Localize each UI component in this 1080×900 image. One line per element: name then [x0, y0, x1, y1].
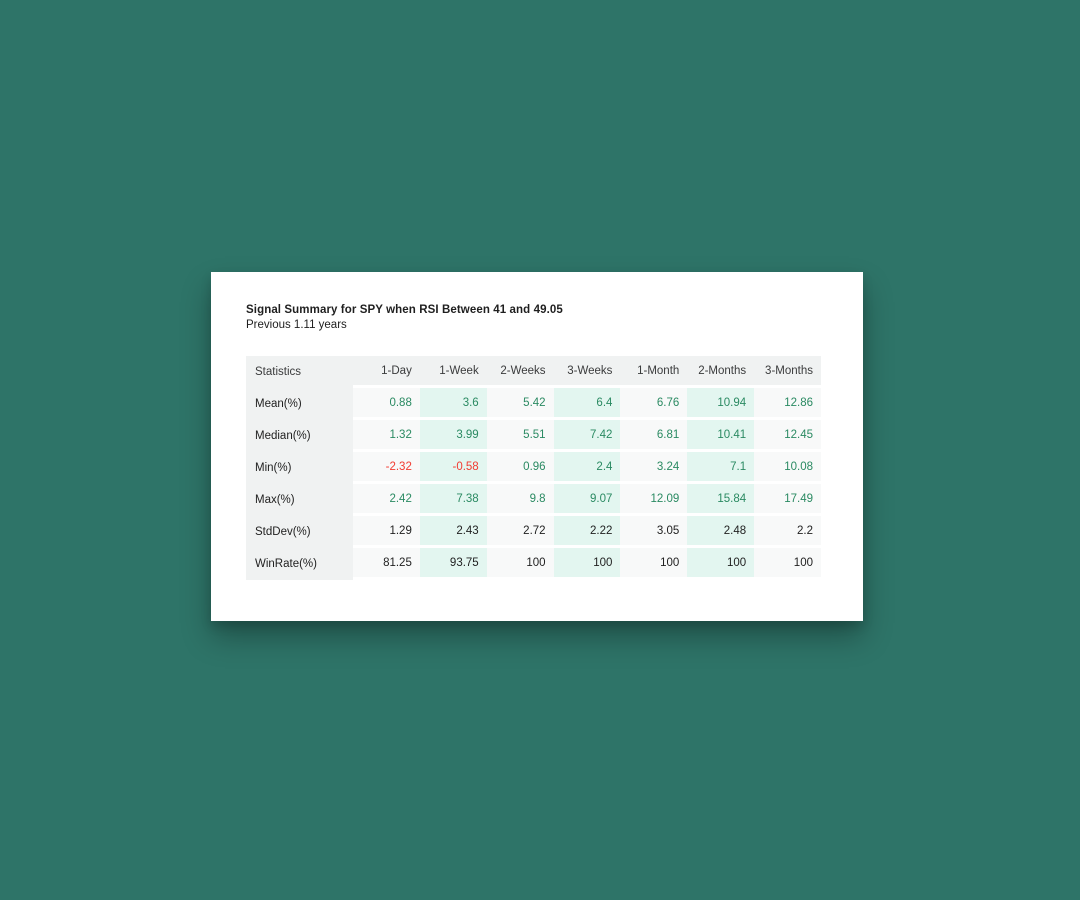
value-cell: -0.58	[419, 452, 487, 484]
row-label: WinRate(%)	[246, 548, 353, 580]
header-cell: 2-Weeks	[486, 356, 554, 388]
value-cell: 6.81	[620, 420, 688, 452]
value-cell: 10.08	[754, 452, 821, 484]
header-cell: 3-Weeks	[553, 356, 621, 388]
header-cell: 1-Month	[620, 356, 688, 388]
signal-summary-card: Signal Summary for SPY when RSI Between …	[211, 272, 863, 621]
value-cell: 6.76	[620, 388, 688, 420]
value-cell: 2.42	[353, 484, 420, 516]
value-cell: 2.48	[687, 516, 755, 548]
value-cell: 93.75	[419, 548, 487, 580]
value-cell: 3.05	[620, 516, 688, 548]
value-cell: 12.86	[754, 388, 821, 420]
header-cell-statistics: Statistics	[246, 356, 353, 388]
row-label: StdDev(%)	[246, 516, 353, 548]
value-cell: 7.42	[553, 420, 621, 452]
value-cell: 3.6	[419, 388, 487, 420]
row-label: Median(%)	[246, 420, 353, 452]
value-cell: 7.1	[687, 452, 755, 484]
value-cell: 12.45	[754, 420, 821, 452]
header-cell: 1-Week	[419, 356, 487, 388]
value-cell: 3.99	[419, 420, 487, 452]
value-cell: 7.38	[419, 484, 487, 516]
value-cell: 5.51	[486, 420, 554, 452]
value-cell: 2.4	[553, 452, 621, 484]
value-cell: 2.72	[486, 516, 554, 548]
value-cell: 12.09	[620, 484, 688, 516]
value-cell: 15.84	[687, 484, 755, 516]
card-subtitle: Previous 1.11 years	[246, 319, 347, 331]
value-cell: 9.07	[553, 484, 621, 516]
value-cell: 2.2	[754, 516, 821, 548]
value-cell: 100	[486, 548, 554, 580]
value-cell: 3.24	[620, 452, 688, 484]
value-cell: 100	[620, 548, 688, 580]
header-cell: 2-Months	[687, 356, 755, 388]
value-cell: -2.32	[353, 452, 420, 484]
value-cell: 100	[553, 548, 621, 580]
value-cell: 0.96	[486, 452, 554, 484]
signal-summary-table: Statistics 1-Day 1-Week 2-Weeks 3-Weeks 1-Mon…	[246, 356, 821, 580]
value-cell: 10.94	[687, 388, 755, 420]
value-cell: 2.43	[419, 516, 487, 548]
value-cell: 5.42	[486, 388, 554, 420]
value-cell: 6.4	[553, 388, 621, 420]
value-cell: 0.88	[353, 388, 420, 420]
value-cell: 1.32	[353, 420, 420, 452]
value-cell: 81.25	[353, 548, 420, 580]
value-cell: 9.8	[486, 484, 554, 516]
value-cell: 10.41	[687, 420, 755, 452]
header-cell: 1-Day	[353, 356, 420, 388]
value-cell: 100	[687, 548, 755, 580]
card-title: Signal Summary for SPY when RSI Between …	[246, 304, 563, 316]
row-label: Max(%)	[246, 484, 353, 516]
value-cell: 100	[754, 548, 821, 580]
value-cell: 17.49	[754, 484, 821, 516]
header-cell: 3-Months	[754, 356, 821, 388]
row-label: Mean(%)	[246, 388, 353, 420]
row-label: Min(%)	[246, 452, 353, 484]
value-cell: 1.29	[353, 516, 420, 548]
value-cell: 2.22	[553, 516, 621, 548]
